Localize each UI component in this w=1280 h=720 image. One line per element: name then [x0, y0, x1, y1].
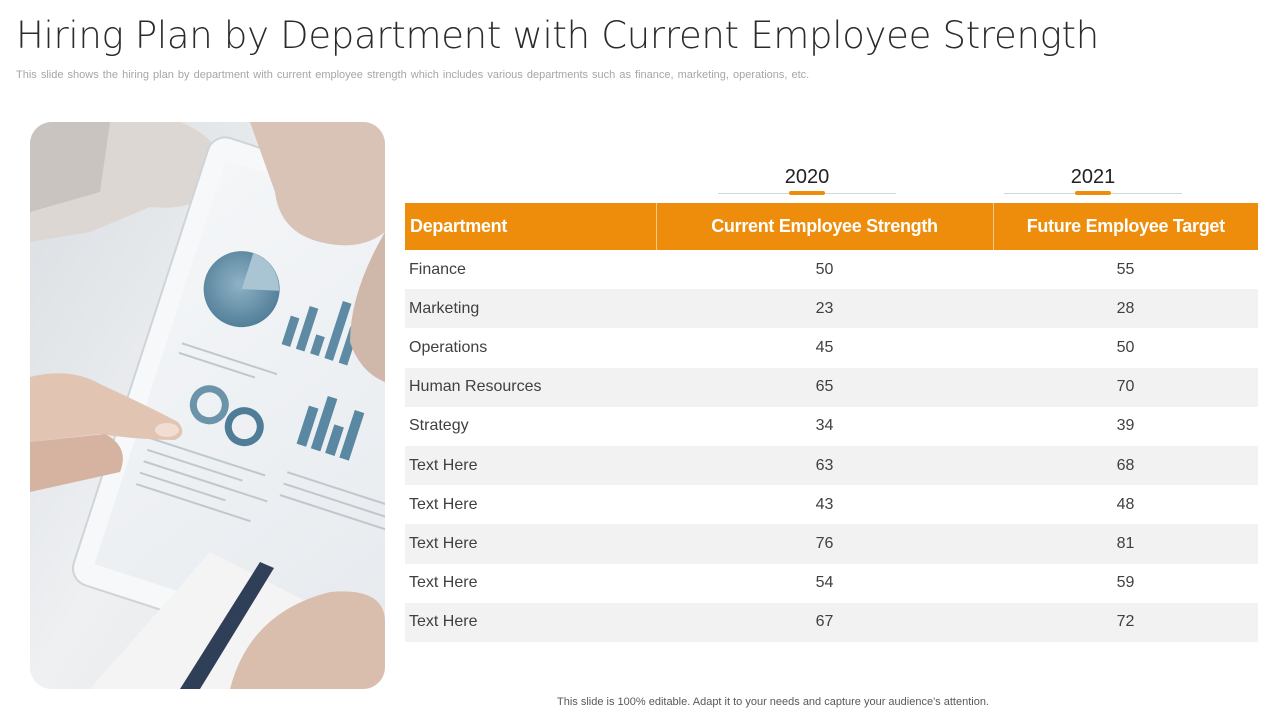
department-cell: Operations: [405, 328, 656, 368]
column-header-future-target: Future Employee Target: [992, 203, 1258, 250]
current-strength-cell: 45: [656, 328, 993, 368]
department-cell: Marketing: [405, 289, 656, 329]
hiring-plan-table: Department Current Employee Strength Fut…: [405, 203, 1258, 642]
table-row: Text Here 67 72: [405, 602, 1258, 642]
slide-subtitle: This slide shows the hiring plan by depa…: [16, 69, 810, 81]
current-strength-cell: 43: [656, 485, 993, 525]
column-header-current-strength: Current Employee Strength: [655, 203, 993, 250]
current-strength-cell: 34: [656, 406, 993, 446]
table-header-row: Department Current Employee Strength Fut…: [405, 203, 1258, 250]
future-target-cell: 68: [993, 445, 1258, 486]
department-cell: Text Here: [405, 563, 656, 603]
future-target-cell: 48: [993, 485, 1258, 525]
current-strength-cell: 65: [656, 367, 993, 407]
current-strength-cell: 76: [656, 524, 993, 564]
slide-title: Hiring Plan by Department with Current E…: [16, 14, 1099, 57]
future-target-cell: 50: [993, 328, 1258, 368]
department-cell: Text Here: [405, 445, 656, 486]
future-target-cell: 39: [993, 406, 1258, 446]
year-label-2020: 2020: [718, 166, 896, 195]
table-row: Operations 45 50: [405, 328, 1258, 368]
future-target-cell: 72: [993, 602, 1258, 642]
table-row: Text Here 76 81: [405, 524, 1258, 564]
year-2021-text: 2021: [1070, 166, 1116, 188]
current-strength-cell: 54: [656, 563, 993, 603]
future-target-cell: 55: [993, 250, 1258, 290]
table-row: Text Here 63 68: [405, 445, 1258, 486]
table-row: Strategy 34 39: [405, 406, 1258, 446]
year-accent-bar: [1075, 191, 1111, 195]
slide-footer-note: This slide is 100% editable. Adapt it to…: [557, 696, 989, 708]
column-header-department: Department: [405, 203, 656, 250]
current-strength-cell: 63: [656, 445, 993, 486]
department-cell: Strategy: [405, 406, 656, 446]
current-strength-cell: 50: [656, 250, 993, 290]
year-2020-text: 2020: [784, 166, 830, 188]
table-row: Text Here 43 48: [405, 485, 1258, 525]
department-cell: Human Resources: [405, 367, 656, 407]
future-target-cell: 59: [993, 563, 1258, 603]
table-row: Finance 50 55: [405, 250, 1258, 290]
current-strength-cell: 23: [656, 289, 993, 329]
department-cell: Text Here: [405, 524, 656, 564]
future-target-cell: 70: [993, 367, 1258, 407]
department-cell: Finance: [405, 250, 656, 290]
current-strength-cell: 67: [656, 602, 993, 642]
year-accent-bar: [789, 191, 825, 195]
table-row: Marketing 23 28: [405, 289, 1258, 329]
future-target-cell: 28: [993, 289, 1258, 329]
year-label-2021: 2021: [1004, 166, 1182, 195]
department-cell: Text Here: [405, 485, 656, 525]
future-target-cell: 81: [993, 524, 1258, 564]
table-row: Text Here 54 59: [405, 563, 1258, 603]
tablet-with-charts-photo: [30, 122, 385, 689]
department-cell: Text Here: [405, 602, 656, 642]
table-row: Human Resources 65 70: [405, 367, 1258, 407]
